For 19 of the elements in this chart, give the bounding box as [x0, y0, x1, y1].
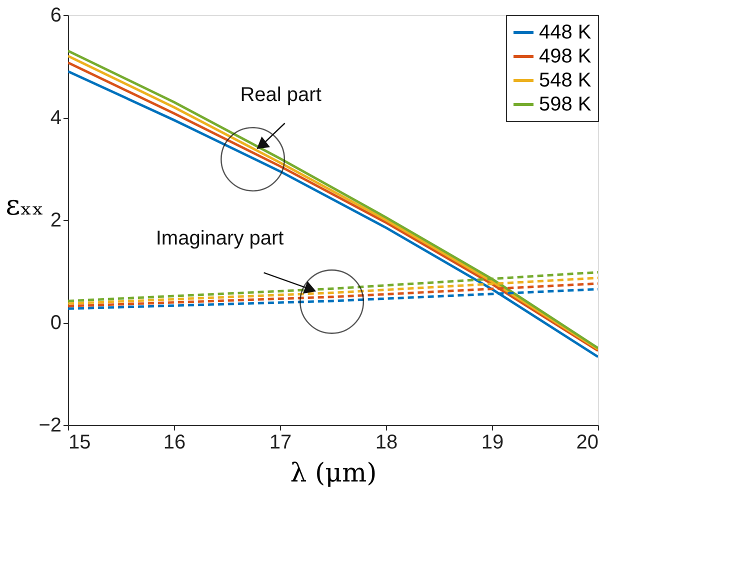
legend-label: 498 K: [539, 46, 592, 68]
x-tick-label: 16: [163, 432, 186, 454]
y-axis-title: εₓₓ: [6, 188, 44, 222]
y-tick-label: 2: [50, 210, 62, 232]
x-tick-label: 18: [375, 432, 398, 454]
annotation: Imaginary part: [156, 228, 284, 250]
x-tick-label: 15: [68, 432, 91, 454]
y-tick-label: 6: [50, 4, 62, 26]
legend-label: 448 K: [539, 22, 592, 44]
annotation: Real part: [240, 84, 322, 106]
legend-label: 548 K: [539, 70, 592, 92]
x-tick-label: 17: [269, 432, 292, 454]
x-axis-title: λ (μm): [290, 458, 377, 488]
y-tick-label: −2: [38, 414, 62, 436]
y-tick-label: 4: [50, 107, 62, 129]
x-tick-label: 20: [576, 432, 598, 454]
y-tick-label: 0: [50, 312, 62, 334]
x-tick-label: 19: [481, 432, 504, 454]
legend-label: 598 K: [539, 94, 592, 116]
